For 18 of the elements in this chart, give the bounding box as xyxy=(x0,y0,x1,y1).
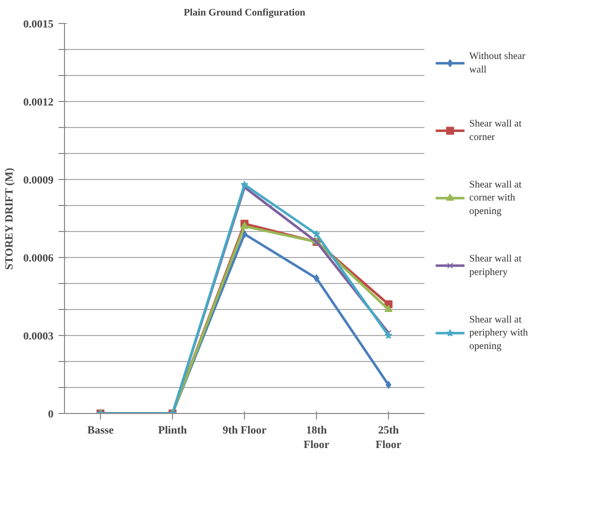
x-tick-label: 25th Floor xyxy=(376,424,402,451)
y-tick-label: 0.0012 xyxy=(23,96,54,108)
x-tick-label: Basse xyxy=(87,424,114,436)
y-tick-label: 0.0006 xyxy=(23,252,54,264)
y-tick-label: 0 xyxy=(48,408,54,420)
y-axis-title: STOREY DRIFT (M) xyxy=(3,168,16,270)
legend-label: Without shear wall xyxy=(469,51,526,76)
y-tick-label: 0.0009 xyxy=(23,174,54,186)
x-tick-label: 18th Floor xyxy=(304,424,330,451)
legend-label: Shear wall at periphery with opening xyxy=(469,314,528,352)
x-tick-label: Plinth xyxy=(158,424,187,436)
legend-label: Shear wall at periphery xyxy=(469,254,522,278)
y-tick-label: 0.0003 xyxy=(23,330,54,342)
y-tick-label: 0.0015 xyxy=(23,18,54,30)
x-tick-label: 9th Floor xyxy=(222,424,266,436)
legend-label: Shear wall at corner with opening xyxy=(469,179,522,217)
legend-label: Shear wall at corner xyxy=(469,118,522,143)
chart-title: Plain Ground Configuration xyxy=(184,8,306,18)
